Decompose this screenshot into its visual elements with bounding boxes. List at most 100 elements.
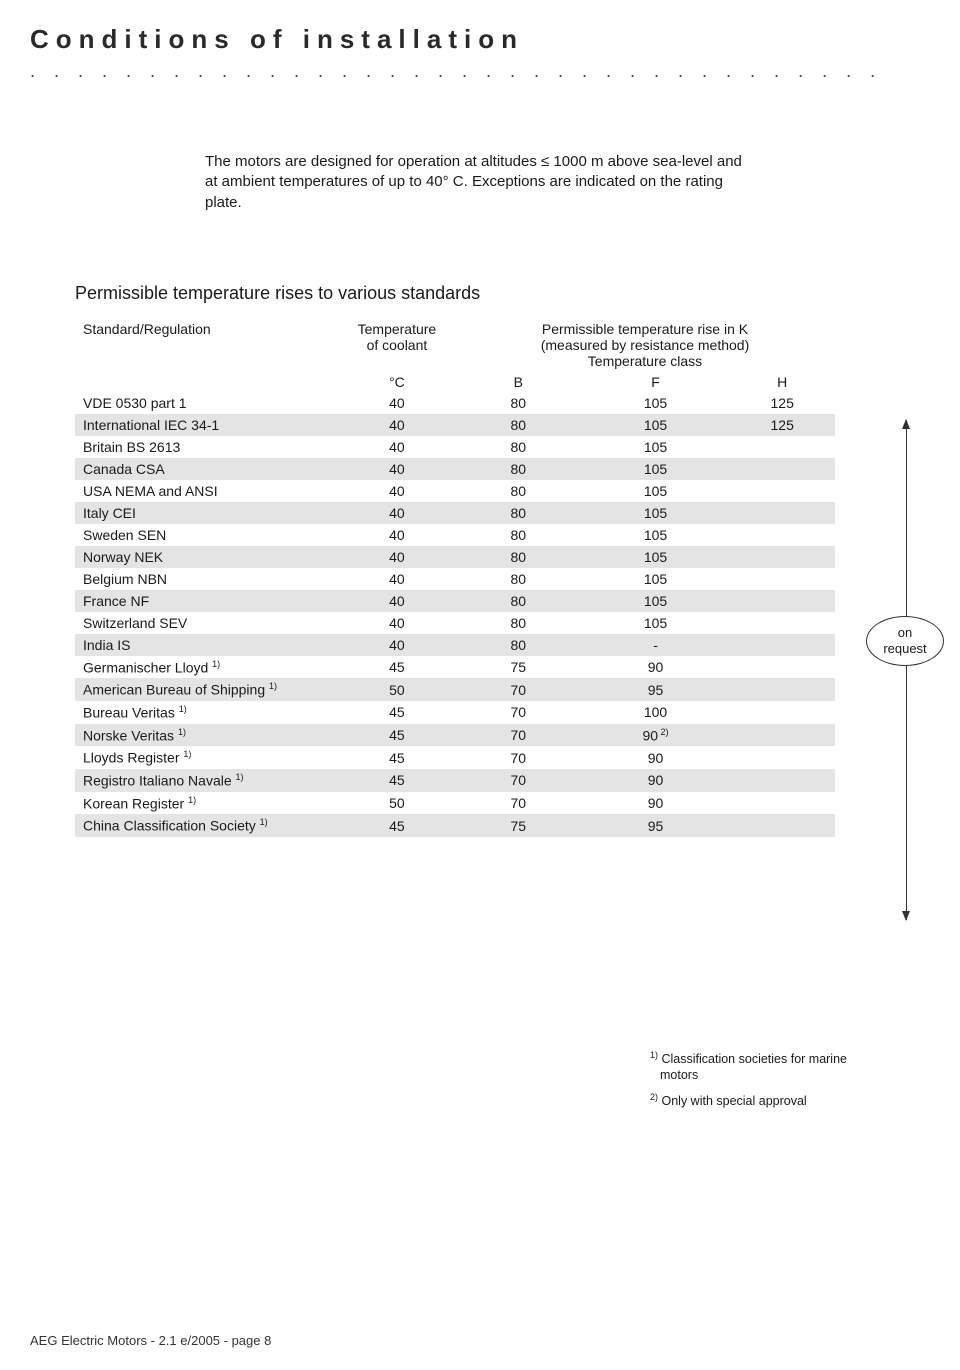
th-perm-l1: Permissible temperature rise in K xyxy=(542,321,748,337)
cell-value: 80 xyxy=(455,524,582,546)
table-row: American Bureau of Shipping 1)507095 xyxy=(75,678,835,701)
cell-value: 105 xyxy=(582,392,730,414)
fn2-sup: 2) xyxy=(650,1092,658,1102)
th-permissible: Permissible temperature rise in K (measu… xyxy=(455,318,835,371)
cell-standard: China Classification Society 1) xyxy=(75,814,339,837)
fn1-text: Classification societies for marine moto… xyxy=(660,1052,847,1082)
cell-value: 75 xyxy=(455,814,582,837)
cell-value: 105 xyxy=(582,414,730,436)
cell-value: 90 xyxy=(582,746,730,769)
cell-value: 80 xyxy=(455,568,582,590)
cell-value: 40 xyxy=(339,480,455,502)
table-row: VDE 0530 part 1 4080105125 xyxy=(75,392,835,414)
cell-value: 70 xyxy=(455,724,582,747)
cell-value xyxy=(729,480,835,502)
cell-value: 40 xyxy=(339,568,455,590)
table-row: France NF 4080105 xyxy=(75,590,835,612)
cell-value: 40 xyxy=(339,458,455,480)
th-standard: Standard/Regulation xyxy=(75,318,339,371)
footnote-2: 2) Only with special approval xyxy=(650,1092,870,1109)
cell-value: 40 xyxy=(339,524,455,546)
cell-value: 80 xyxy=(455,546,582,568)
cell-standard: International IEC 34-1 xyxy=(75,414,339,436)
table-row: Italy CEI 4080105 xyxy=(75,502,835,524)
th-unit-c: °C xyxy=(339,371,455,392)
table-row: Lloyds Register 1)457090 xyxy=(75,746,835,769)
th-temp-l1: Temperature xyxy=(358,321,437,337)
cell-value: 40 xyxy=(339,546,455,568)
cell-value: 95 xyxy=(582,678,730,701)
cell-standard: Korean Register 1) xyxy=(75,792,339,815)
cell-standard: Italy CEI xyxy=(75,502,339,524)
table-row: Britain BS 2613 4080105 xyxy=(75,436,835,458)
cell-standard: Canada CSA xyxy=(75,458,339,480)
cell-value: 40 xyxy=(339,634,455,656)
standards-table: Standard/Regulation Temperature of coola… xyxy=(75,318,835,837)
cell-value: 105 xyxy=(582,612,730,634)
cell-value: 40 xyxy=(339,590,455,612)
page-title: Conditions of installation xyxy=(30,24,890,55)
cell-value: 80 xyxy=(455,502,582,524)
cell-value: 40 xyxy=(339,414,455,436)
table-row: Sweden SEN 4080105 xyxy=(75,524,835,546)
intro-paragraph: The motors are designed for operation at… xyxy=(205,152,745,213)
table-row: Bureau Veritas 1)4570100 xyxy=(75,701,835,724)
cell-value: 105 xyxy=(582,568,730,590)
cell-value: 105 xyxy=(582,458,730,480)
cell-value xyxy=(729,634,835,656)
table-row: USA NEMA and ANSI 4080105 xyxy=(75,480,835,502)
cell-value: 70 xyxy=(455,678,582,701)
cell-value: 80 xyxy=(455,590,582,612)
cell-value: 40 xyxy=(339,612,455,634)
cell-value: 40 xyxy=(339,392,455,414)
cell-standard: Belgium NBN xyxy=(75,568,339,590)
cell-value: 75 xyxy=(455,656,582,679)
cell-standard: Bureau Veritas 1) xyxy=(75,701,339,724)
footnote-1: 1) Classification societies for marine m… xyxy=(650,1050,870,1084)
cell-value: 90 2) xyxy=(582,724,730,747)
table-row: International IEC 34-1 4080105125 xyxy=(75,414,835,436)
cell-value: 70 xyxy=(455,746,582,769)
cell-standard: USA NEMA and ANSI xyxy=(75,480,339,502)
cell-value: 80 xyxy=(455,612,582,634)
cell-value: - xyxy=(582,634,730,656)
table-row: China Classification Society 1)457595 xyxy=(75,814,835,837)
table-row: Germanischer Lloyd 1)457590 xyxy=(75,656,835,679)
cell-value: 80 xyxy=(455,480,582,502)
cell-value xyxy=(729,746,835,769)
cell-value: 95 xyxy=(582,814,730,837)
cell-value xyxy=(729,502,835,524)
cell-value: 45 xyxy=(339,814,455,837)
th-class-h: H xyxy=(729,371,835,392)
section-title: Permissible temperature rises to various… xyxy=(75,283,890,304)
cell-standard: Sweden SEN xyxy=(75,524,339,546)
cell-value xyxy=(729,524,835,546)
table-row: Switzerland SEV 4080105 xyxy=(75,612,835,634)
cell-value: 45 xyxy=(339,656,455,679)
cell-value: 105 xyxy=(582,502,730,524)
cell-value: 90 xyxy=(582,769,730,792)
cell-standard: France NF xyxy=(75,590,339,612)
table-row: Korean Register 1)507090 xyxy=(75,792,835,815)
th-perm-l2: (measured by resistance method) xyxy=(541,337,750,353)
cell-value xyxy=(729,678,835,701)
th-temp-l2: of coolant xyxy=(367,337,428,353)
footnotes: 1) Classification societies for marine m… xyxy=(650,1050,870,1117)
cell-value xyxy=(729,701,835,724)
cell-standard: Norske Veritas 1) xyxy=(75,724,339,747)
cell-value: 125 xyxy=(729,392,835,414)
table-body: VDE 0530 part 1 4080105125International … xyxy=(75,392,835,837)
cell-value xyxy=(729,814,835,837)
cell-value: 70 xyxy=(455,792,582,815)
cell-standard: India IS xyxy=(75,634,339,656)
cell-value: 70 xyxy=(455,769,582,792)
cell-standard: Lloyds Register 1) xyxy=(75,746,339,769)
fn2-text: Only with special approval xyxy=(662,1094,807,1108)
cell-value: 80 xyxy=(455,458,582,480)
cell-value: 125 xyxy=(729,414,835,436)
table-row: Belgium NBN 4080105 xyxy=(75,568,835,590)
table-row: India IS 4080- xyxy=(75,634,835,656)
cell-standard: Switzerland SEV xyxy=(75,612,339,634)
bubble-l1: on xyxy=(898,625,912,641)
cell-value xyxy=(729,769,835,792)
